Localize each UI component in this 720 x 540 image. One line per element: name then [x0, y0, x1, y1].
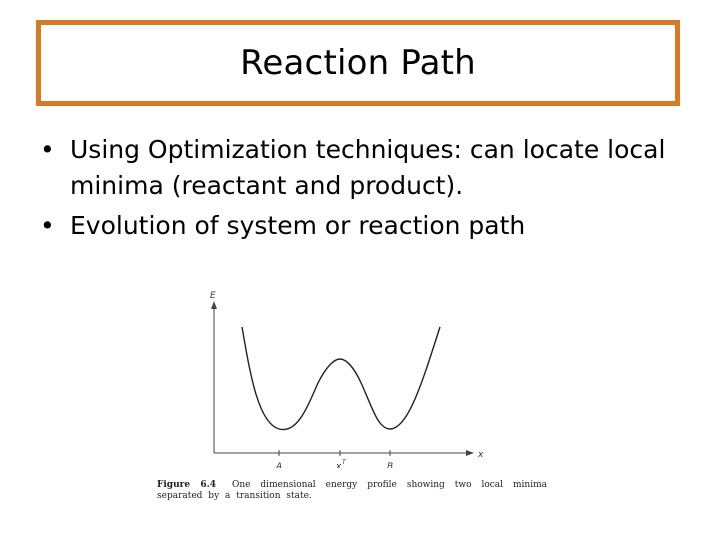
- bullet-item: • Using Optimization techniques: can loc…: [40, 132, 690, 204]
- bullet-item: • Evolution of system or reaction path: [40, 208, 690, 244]
- energy-curve: [241, 326, 441, 431]
- energy-profile-figure: E x A x T B Figure 6.4 One dimensional e…: [150, 283, 550, 513]
- bullet-list: • Using Optimization techniques: can loc…: [40, 132, 690, 248]
- tick-label-b: B: [387, 462, 393, 468]
- title-box: Reaction Path: [36, 20, 680, 106]
- bullet-text: Using Optimization techniques: can locat…: [70, 135, 666, 200]
- tick-label-superscript: T: [342, 459, 347, 466]
- tick-label-transition: x: [335, 462, 342, 468]
- x-axis-arrow: [466, 450, 474, 456]
- y-axis-arrow: [211, 301, 217, 309]
- y-axis-label: E: [210, 291, 216, 301]
- slide-title: Reaction Path: [240, 43, 476, 83]
- caption-label: Figure 6.4: [157, 480, 216, 490]
- bullet-marker: •: [40, 211, 55, 240]
- caption-text: One dimensional energy profile showing t…: [157, 480, 547, 501]
- x-axis-label: x: [477, 450, 484, 460]
- energy-profile-diagram: E x A x T B: [210, 291, 484, 468]
- tick-label-a: A: [275, 462, 282, 468]
- bullet-text: Evolution of system or reaction path: [70, 211, 526, 240]
- bullet-marker: •: [40, 135, 55, 164]
- figure-caption: Figure 6.4 One dimensional energy profil…: [157, 480, 547, 502]
